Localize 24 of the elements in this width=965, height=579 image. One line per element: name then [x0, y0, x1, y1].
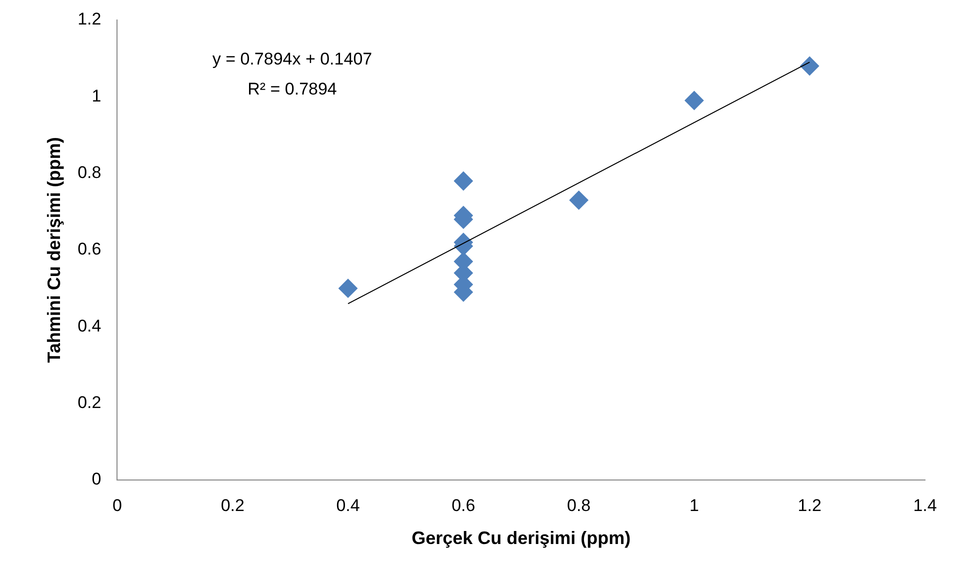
x-tick-label: 1.4 [913, 496, 937, 515]
point [569, 190, 588, 210]
x-tick-label: 0 [112, 496, 122, 515]
x-tick-label: 0.2 [220, 496, 244, 515]
point [800, 56, 820, 76]
x-tick-label: 0.6 [452, 496, 476, 515]
y-tick-label: 0 [92, 470, 102, 489]
x-tick-label: 0.4 [336, 496, 360, 515]
y-tick-label: 0.8 [78, 163, 102, 182]
x-tick-label: 1.2 [798, 496, 822, 515]
y-tick-label: 0.6 [78, 240, 102, 259]
annotation: R² = 0.7894 [248, 80, 337, 99]
y-axis-title: Tahmini Cu derişimi (ppm) [44, 137, 64, 363]
x-tick-label: 1 [689, 496, 699, 515]
y-tick-label: 1 [92, 86, 102, 106]
x-tick-label: 0.8 [566, 496, 591, 515]
annotation: y = 0.7894x + 0.1407 [212, 50, 372, 69]
x-axis-title: Gerçek Cu derişimi (ppm) [412, 528, 631, 548]
y-tick-label: 0.2 [78, 393, 102, 412]
point [684, 91, 704, 110]
point [454, 172, 473, 190]
y-tick-label: 1.2 [78, 10, 102, 29]
y-tick-label: 0.4 [78, 316, 102, 336]
point [338, 278, 358, 298]
